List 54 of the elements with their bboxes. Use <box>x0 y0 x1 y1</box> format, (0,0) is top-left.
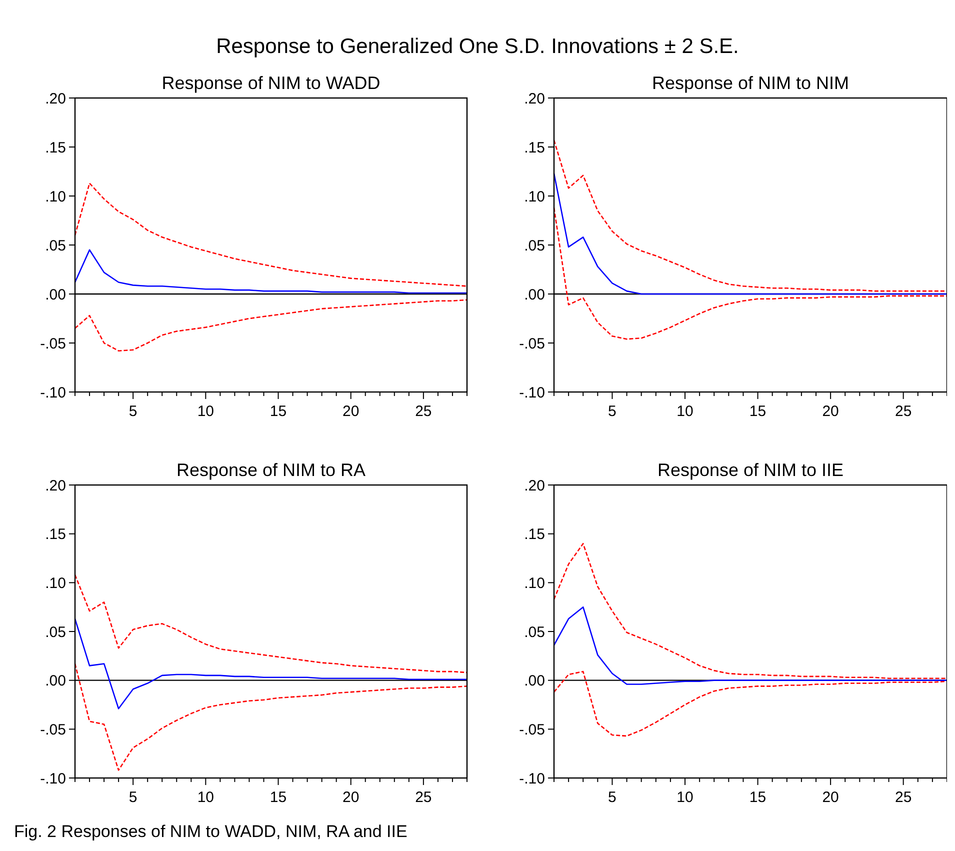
x-tick-label: 15 <box>270 789 287 806</box>
x-tick-label: 20 <box>822 789 839 806</box>
x-tick-label: 25 <box>894 789 912 806</box>
x-tick-label: 25 <box>894 403 912 420</box>
x-tick-label: 5 <box>608 403 616 420</box>
y-tick-label: -.10 <box>40 384 66 402</box>
y-tick-label: .00 <box>524 286 545 304</box>
caption: Fig. 2 Responses of NIM to WADD, NIM, RA and IIE <box>14 822 408 841</box>
y-tick-label: .05 <box>45 624 66 641</box>
x-tick-label: 20 <box>342 403 360 420</box>
y-tick-label: .00 <box>45 286 66 304</box>
y-tick-label: -.10 <box>519 384 545 402</box>
y-tick-label: .00 <box>524 672 545 690</box>
y-tick-label: -.05 <box>519 335 545 352</box>
y-tick-label: .10 <box>45 574 66 592</box>
y-tick-label: .10 <box>45 188 66 206</box>
y-tick-label: .05 <box>524 237 545 254</box>
y-tick-label: .20 <box>45 90 66 108</box>
y-tick-label: .15 <box>45 139 66 156</box>
y-tick-label: -.10 <box>519 770 545 788</box>
y-tick-label: .20 <box>524 477 545 494</box>
x-tick-label: 20 <box>822 403 839 420</box>
x-tick-label: 10 <box>197 789 214 806</box>
y-tick-label: .15 <box>524 526 545 544</box>
x-tick-label: 25 <box>415 789 432 806</box>
y-tick-label: .15 <box>45 526 66 544</box>
y-tick-label: .15 <box>524 139 545 156</box>
y-tick-label: -.10 <box>40 770 66 788</box>
x-tick-label: 15 <box>749 789 766 806</box>
x-tick-label: 20 <box>342 789 360 806</box>
y-tick-label: .10 <box>524 574 545 592</box>
y-tick-label: .20 <box>524 90 545 108</box>
y-tick-label: .05 <box>45 237 66 254</box>
x-tick-label: 5 <box>128 403 138 420</box>
chart-title: Response of NIM to WADD <box>162 73 380 93</box>
chart-title: Response of NIM to NIM <box>652 73 850 93</box>
x-tick-label: 10 <box>197 403 214 420</box>
text: Response to Generalized One S.D. Innovations ± 2 S.E. <box>216 35 739 58</box>
x-tick-label: 10 <box>676 789 694 806</box>
x-tick-label: 15 <box>270 403 287 420</box>
x-tick-label: 15 <box>749 403 766 420</box>
y-tick-label: .00 <box>45 672 66 690</box>
chart-title: Response of NIM to IIE <box>657 460 844 480</box>
x-tick-label: 5 <box>608 789 616 806</box>
y-tick-label: .05 <box>524 624 545 641</box>
x-tick-label: 10 <box>676 403 694 420</box>
y-tick-label: .10 <box>524 188 545 206</box>
chart-title: Response of NIM to RA <box>176 460 366 480</box>
y-tick-label: -.05 <box>519 721 545 738</box>
x-tick-label: 5 <box>128 789 138 806</box>
x-tick-label: 25 <box>415 403 432 420</box>
y-tick-label: -.05 <box>40 721 66 738</box>
y-tick-label: .20 <box>45 477 66 494</box>
y-tick-label: -.05 <box>40 335 66 352</box>
